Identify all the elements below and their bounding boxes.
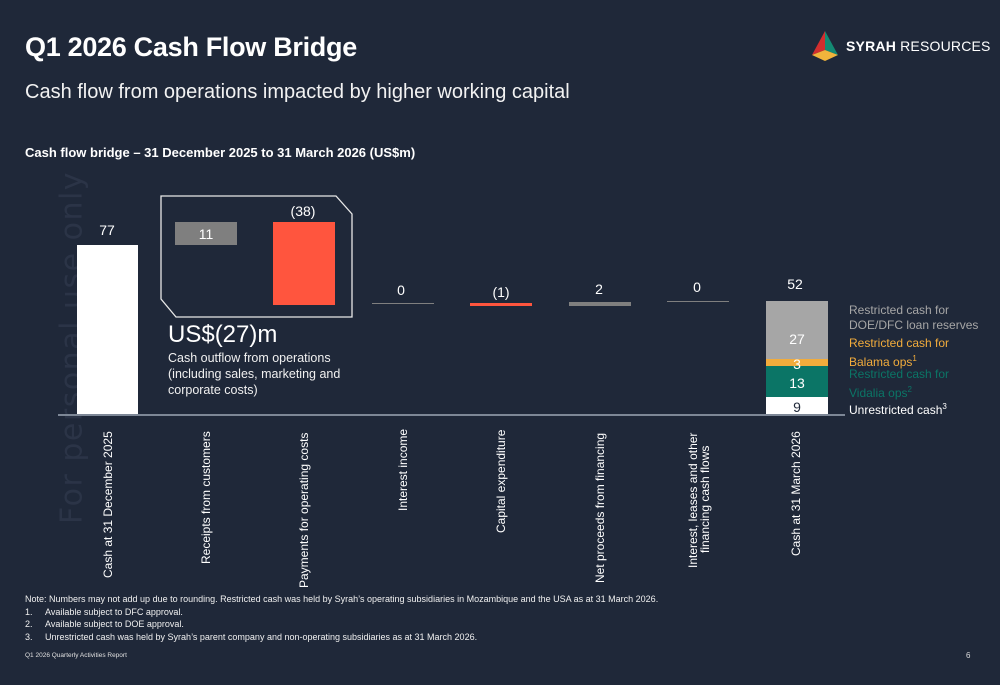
bar-interest-income (372, 303, 434, 304)
bar-value-label: (1) (492, 284, 510, 300)
bar-cash-dec-2025 (77, 245, 138, 415)
bar-value-label: 77 (99, 222, 115, 238)
x-axis-label: Net proceeds from financing (593, 432, 607, 583)
bar-value-label: 2 (595, 281, 603, 297)
legend-balama: Restricted cash for Balama ops1 (849, 336, 950, 369)
report-footer: Q1 2026 Quarterly Activities Report (25, 652, 127, 659)
x-axis-label: Capital expenditure (494, 429, 508, 533)
stack-balama-ops (766, 359, 828, 366)
operations-group-box (160, 195, 353, 318)
chart-title: Cash flow bridge – 31 December 2025 to 3… (25, 145, 416, 160)
bar-other-financing (667, 301, 729, 302)
stack-unrestricted (766, 397, 828, 415)
x-axis-label: Payments for operating costs (297, 432, 311, 588)
operations-cashflow-amount: US$(27)m (168, 321, 278, 348)
stack-value-label: 13 (789, 375, 805, 391)
footnote-item: 1. Available subject to DFC approval. (25, 606, 183, 617)
x-axis-label: financing cash flows (698, 445, 712, 553)
stack-value-label: 27 (789, 331, 805, 347)
page-title: Q1 2026 Cash Flow Bridge (25, 32, 357, 62)
x-axis-label: Interest income (396, 428, 410, 511)
stack-vidalia-ops (766, 366, 828, 397)
legend-doe-dfc: Restricted cash for DOE/DFC loan reserves (849, 303, 979, 332)
bar-value-label: 52 (787, 276, 803, 292)
bar-net-financing (569, 302, 631, 306)
company-logo: SYRAH RESOURCES (812, 31, 991, 61)
stack-value-label: 9 (793, 399, 801, 415)
legend-vidalia: Restricted cash for Vidalia ops2 (849, 367, 950, 400)
bar-value-label: 0 (397, 282, 405, 298)
x-axis-line (58, 414, 845, 416)
operations-cashflow-description: Cash outflow from operations (including … (168, 351, 341, 397)
bar-value-label: 11 (198, 226, 214, 242)
syrah-triangle-icon (812, 31, 838, 61)
x-axis-label: Receipts from customers (199, 431, 213, 564)
stack-doe-dfc-reserves (766, 301, 828, 359)
bar-operating-costs (273, 222, 335, 305)
x-axis-label: Cash at 31 December 2025 (101, 431, 115, 578)
note-intro: Note: Numbers may not add up due to roun… (25, 594, 659, 604)
footnote-item: 3. Unrestricted cash was held by Syrah’s … (25, 631, 478, 642)
bar-capex (470, 303, 532, 306)
x-axis-label: Cash at 31 March 2026 (789, 431, 803, 556)
page-subtitle: Cash flow from operations impacted by hi… (25, 81, 570, 103)
stack-value-label: 3 (793, 356, 801, 372)
bar-receipts (175, 222, 237, 245)
legend-unrestricted: Unrestricted cash3 (849, 402, 947, 417)
bar-value-label: (38) (290, 203, 316, 219)
footnotes: Note: Numbers may not add up due to roun… (25, 593, 658, 643)
page-number: 6 (966, 651, 971, 660)
logo-text: SYRAH RESOURCES (846, 38, 991, 54)
footnote-item: 2. Available subject to DOE approval. (25, 619, 184, 629)
bar-value-label: 0 (693, 279, 701, 295)
